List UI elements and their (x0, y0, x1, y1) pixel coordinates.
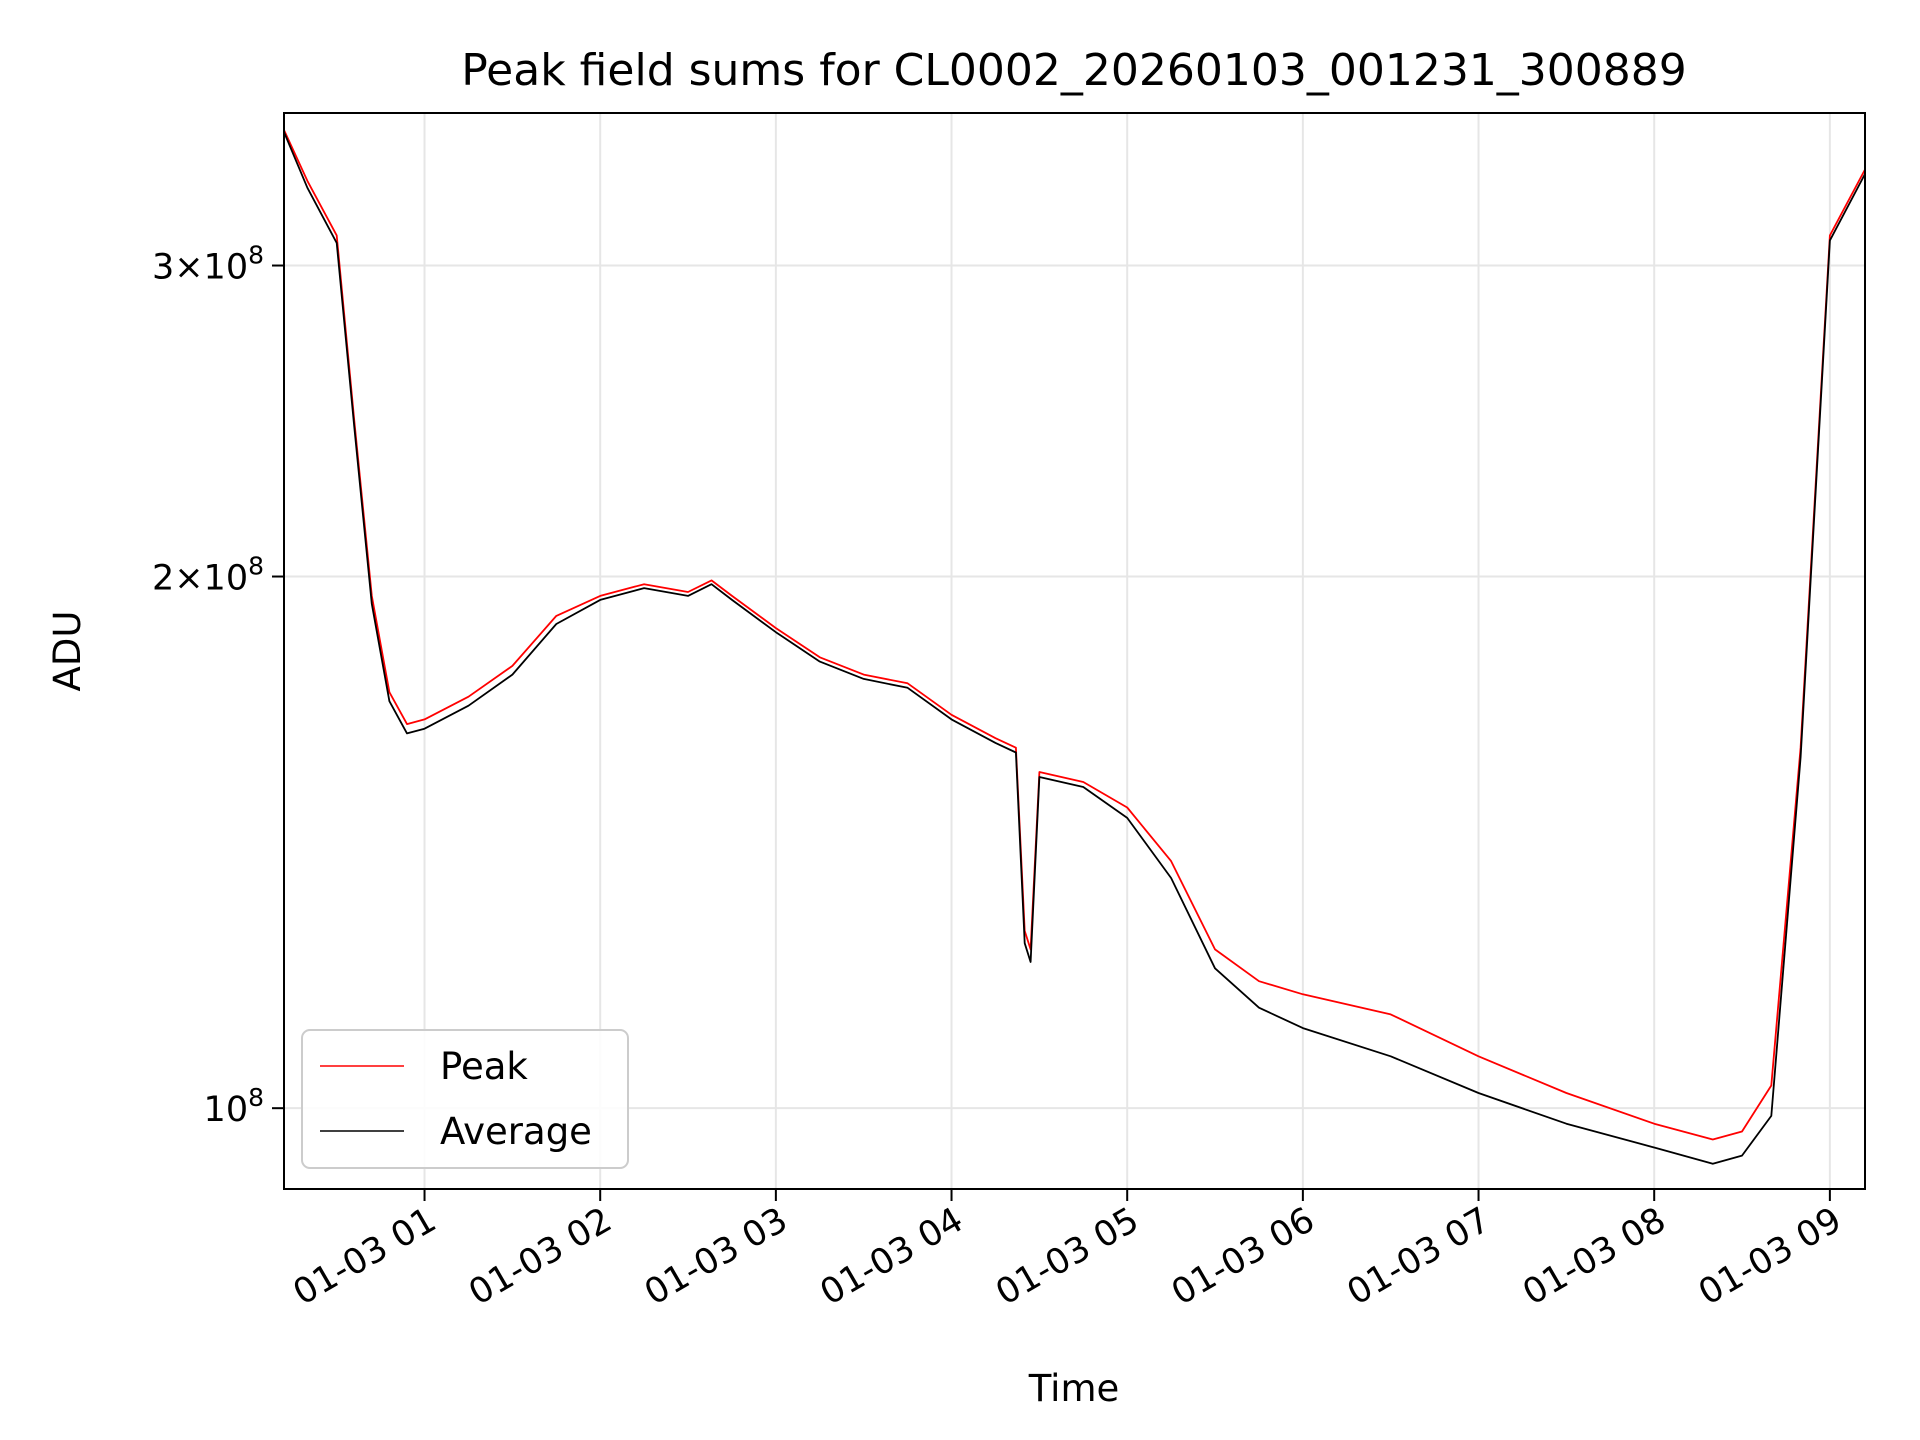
legend: Peak Average (301, 1029, 629, 1169)
series-line-average (284, 131, 1865, 1165)
x-axis-label: Time (1028, 1367, 1120, 1410)
y-axis-ticks: 108 2×108 3×108 (152, 241, 284, 1130)
y-tick-label: 2×108 (152, 552, 264, 599)
legend-label-average: Average (440, 1110, 592, 1153)
y-axis-label: ADU (46, 611, 89, 692)
legend-box (301, 1029, 629, 1169)
y-tick-label: 3×108 (152, 241, 264, 288)
grid-lines (284, 113, 1865, 1189)
legend-label-peak: Peak (440, 1045, 528, 1088)
series-layer (284, 129, 1865, 1165)
series-line-peak (284, 129, 1865, 1141)
plot-frame (283, 112, 1866, 1190)
y-tick-label: 108 (204, 1083, 264, 1130)
chart-title: Peak field sums for CL0002_20260103_0012… (461, 45, 1687, 96)
